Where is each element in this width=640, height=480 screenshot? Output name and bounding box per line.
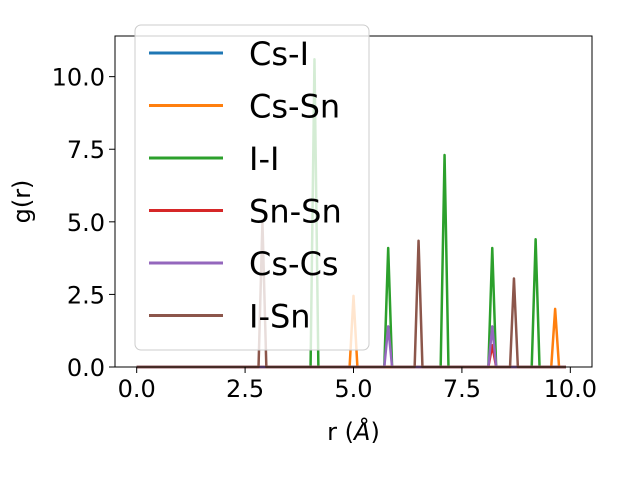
x-tick-label: 2.5 [226, 375, 264, 403]
legend-label: Cs-Sn [249, 88, 340, 126]
legend: Cs-I Cs-Sn I-I Sn-Sn Cs-Cs I-Sn [134, 24, 370, 351]
x-tick-label: 7.5 [443, 375, 481, 403]
x-tick-label: 10.0 [544, 375, 597, 403]
legend-label: I-I [249, 140, 279, 178]
legend-label: Sn-Sn [249, 193, 342, 231]
x-tick-label: 5.0 [334, 375, 372, 403]
y-tick-label: 2.5 [67, 281, 105, 309]
x-axis-label: r (Å) [327, 417, 380, 446]
y-axis-label: g(r) [8, 180, 36, 224]
legend-label: I-Sn [249, 298, 311, 336]
y-axis: 0.0 2.5 5.0 7.5 10.0 [52, 64, 115, 382]
x-axis: 0.0 2.5 5.0 7.5 10.0 [118, 367, 597, 403]
y-tick-label: 0.0 [67, 354, 105, 382]
legend-label: Cs-I [249, 35, 309, 73]
x-tick-label: 0.0 [118, 375, 156, 403]
y-tick-label: 10.0 [52, 64, 105, 92]
y-tick-label: 7.5 [67, 136, 105, 164]
legend-label: Cs-Cs [249, 245, 339, 283]
y-tick-label: 5.0 [67, 209, 105, 237]
